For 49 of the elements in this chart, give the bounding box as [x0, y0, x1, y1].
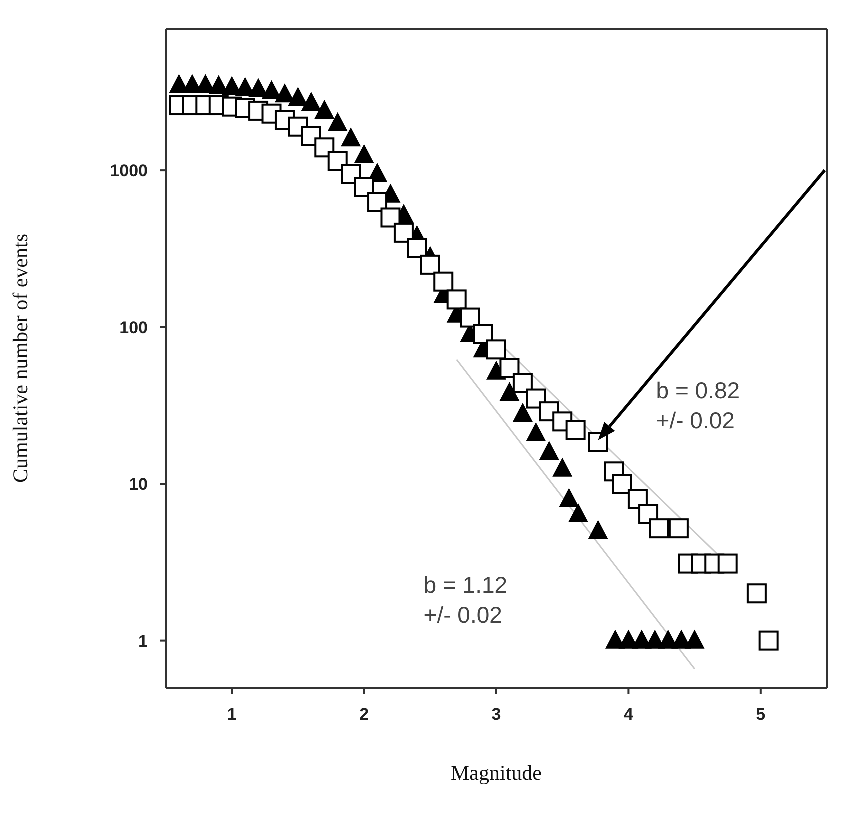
point: [341, 164, 362, 184]
point: [473, 324, 494, 344]
point: [486, 340, 506, 360]
point: [568, 503, 588, 522]
point: [649, 518, 670, 539]
point: [434, 272, 454, 292]
point: [314, 138, 335, 158]
point: [407, 238, 428, 258]
point: [460, 308, 480, 328]
point: [368, 192, 388, 212]
point: [588, 520, 608, 540]
point: [341, 128, 362, 147]
x-tick-label: 2: [360, 705, 370, 724]
point: [288, 87, 308, 106]
point: [500, 382, 520, 402]
x-tick-label: 3: [492, 705, 502, 724]
point: [512, 402, 533, 422]
point: [526, 422, 546, 442]
point: [314, 100, 335, 119]
point: [420, 254, 440, 275]
point: [354, 177, 374, 198]
point: [539, 441, 560, 460]
y-tick-label: 1: [138, 632, 148, 651]
point: [559, 488, 580, 508]
annotation: b = 1.12 +/- 0.02: [424, 572, 508, 628]
point: [552, 458, 573, 477]
y-tick-label: 10: [129, 475, 148, 494]
point: [684, 630, 705, 649]
point: [301, 92, 322, 111]
point: [758, 630, 779, 651]
point: [512, 373, 533, 394]
y-tick-label: 100: [120, 318, 148, 338]
point: [566, 420, 586, 440]
point: [380, 208, 401, 228]
x-axis-title: Magnitude: [451, 761, 542, 785]
x-tick-label: 4: [624, 705, 634, 724]
y-tick-label: 1000: [110, 162, 148, 181]
point: [746, 584, 767, 604]
point: [612, 474, 632, 494]
x-tick-label: 1: [227, 705, 237, 724]
point: [354, 144, 374, 164]
point: [668, 518, 689, 539]
point: [718, 554, 738, 574]
point: [328, 112, 348, 132]
point: [446, 290, 467, 310]
annotation: b = 0.82 +/- 0.02: [656, 377, 740, 434]
x-tick-label: 5: [756, 705, 766, 724]
point: [394, 222, 414, 243]
y-axis-title: Cumulative number of events: [8, 234, 32, 484]
